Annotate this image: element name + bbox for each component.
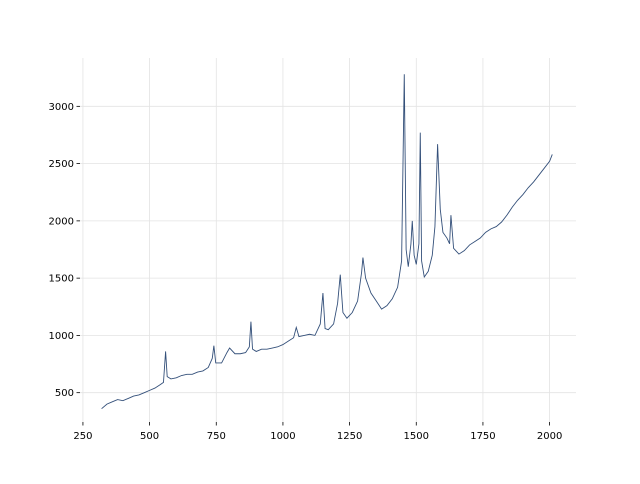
x-tick-label: 750 [207, 431, 226, 442]
y-tick-label: 3000 [49, 102, 74, 113]
x-tick-label: 1500 [404, 431, 429, 442]
x-tick-label: 1000 [270, 431, 295, 442]
y-tick-label: 1000 [49, 331, 74, 342]
x-tick-label: 1750 [470, 431, 495, 442]
x-tick-label: 500 [140, 431, 159, 442]
y-tick-label: 1500 [49, 274, 74, 285]
x-tick-label: 2000 [537, 431, 562, 442]
x-tick-label: 1250 [337, 431, 362, 442]
x-tick-label: 250 [73, 431, 92, 442]
y-tick-label: 2500 [49, 159, 74, 170]
y-tick-label: 2000 [49, 216, 74, 227]
spectrum-line [101, 74, 553, 410]
y-tick-label: 500 [55, 388, 74, 399]
